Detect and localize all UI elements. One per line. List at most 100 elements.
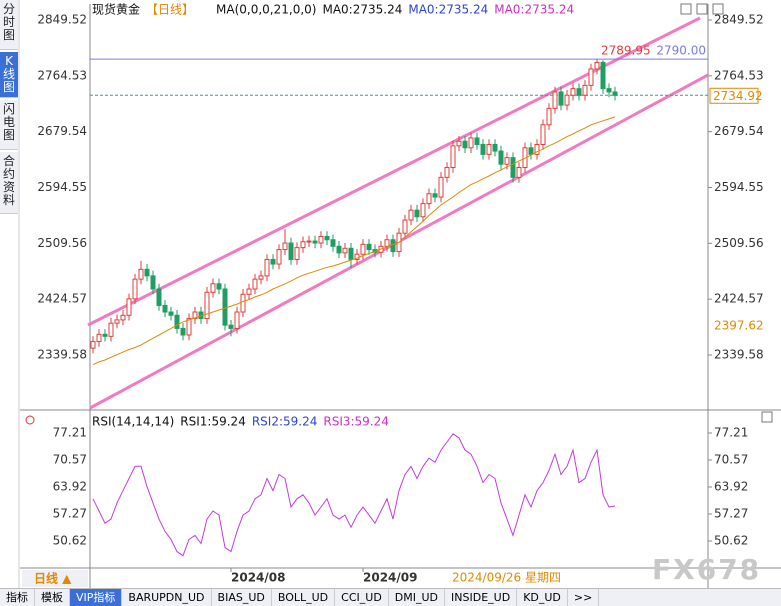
y-tick-label-left: 2764.53	[37, 68, 87, 82]
legend-item: MA0:2735.24	[494, 3, 574, 17]
legend-item: MA0:2735.24	[322, 3, 402, 17]
candle-body	[126, 298, 132, 316]
window-icons	[680, 3, 773, 423]
candle-body	[324, 235, 330, 241]
candle-body	[342, 247, 348, 254]
y-tick-label-right: 2679.54	[714, 124, 764, 138]
candle-body	[144, 268, 150, 277]
candle-body	[588, 68, 594, 86]
legend-item: RSI(14,14,14)	[92, 415, 174, 429]
candle-body	[234, 311, 240, 329]
candle-body	[96, 333, 102, 343]
candle-body	[450, 145, 456, 168]
candle-body	[432, 193, 438, 198]
ma-line	[92, 116, 616, 366]
candle-body	[216, 283, 222, 290]
period-button-bg	[22, 570, 88, 587]
x-tick-label: 2024/08	[231, 571, 285, 585]
candle-body	[294, 247, 300, 260]
y-tick-label-right: 63.92	[714, 479, 748, 493]
candle-body	[546, 107, 552, 126]
indicator-tab[interactable]: INSIDE_UD	[445, 589, 518, 606]
candle-body	[162, 304, 168, 313]
y-tick-label-right: 2594.55	[714, 180, 764, 194]
period-button[interactable]: 日线 ▲	[34, 571, 72, 586]
candle-body	[594, 61, 600, 70]
indicator-tab[interactable]: DMI_UD	[389, 589, 446, 606]
candle-body	[186, 318, 192, 336]
y-tick-label-left: 50.62	[53, 533, 87, 547]
candle-body	[174, 314, 180, 329]
tab-contract[interactable]: 合约资料	[0, 152, 18, 214]
y-tick-label-left: 2594.55	[37, 180, 87, 194]
candle-body	[114, 319, 120, 324]
legend-item: MA0:2735.24	[408, 3, 488, 17]
candle-body	[318, 235, 324, 244]
rsi-line	[92, 433, 616, 557]
tab-kline[interactable]: K线图	[0, 52, 18, 98]
y-tick-label-right: 2339.58	[714, 347, 764, 361]
candle-body	[444, 166, 450, 178]
legend-item: 现货黄金	[92, 2, 140, 17]
candle-body	[540, 124, 546, 145]
indicator-tab[interactable]: BOLL_UD	[272, 589, 336, 606]
candle-body	[228, 324, 234, 329]
candle-body	[492, 143, 498, 152]
candle-body	[282, 242, 288, 251]
candle-body	[180, 327, 186, 336]
y-tick-label-left: 2679.54	[37, 124, 87, 138]
candle-body	[330, 239, 336, 247]
candle-body	[222, 288, 228, 326]
candle-body	[462, 140, 468, 149]
candle-body	[348, 247, 354, 260]
tab-flash[interactable]: 闪电图	[0, 100, 18, 150]
candle-body	[570, 88, 576, 96]
indicator-tabs: 指标 模板 VIP指标 BARUPDN_UD BIAS_UD BOLL_UD CCI_UD D…	[0, 588, 781, 606]
candle-body	[300, 241, 306, 249]
y-tick-label-right: 2424.57	[714, 292, 764, 306]
high-label: 2789.95	[601, 44, 651, 58]
candle-body	[498, 150, 504, 165]
candle-body	[132, 278, 138, 300]
candle-body	[264, 258, 270, 277]
candle-body	[480, 143, 486, 155]
y-tick-label-left: 2339.58	[37, 347, 87, 361]
candle-body	[90, 341, 96, 349]
rsi-icon	[25, 415, 35, 425]
indicator-tab[interactable]: CCI_UD	[335, 589, 389, 606]
candle-body	[426, 193, 432, 205]
candle-body	[552, 91, 558, 109]
indicator-tab[interactable]: BARUPDN_UD	[122, 589, 212, 606]
candle-body	[360, 243, 366, 255]
legend-item: RSI3:59.24	[323, 415, 389, 429]
cursor-date: 2024/09/26 星期四	[452, 571, 561, 585]
last-price-label: 2734.92	[713, 89, 763, 103]
candle-body	[612, 91, 618, 96]
candle-body	[336, 245, 342, 254]
candle-body	[606, 88, 612, 93]
candle-body	[204, 291, 210, 320]
y-tick-label-right: 50.62	[714, 533, 748, 547]
indicator-tab[interactable]: KD_UD	[517, 589, 568, 606]
y-tick-label-left: 70.57	[53, 452, 87, 466]
candle-body	[468, 137, 474, 149]
candle-body	[582, 84, 588, 96]
candle-body	[138, 268, 144, 280]
indicator-tab[interactable]: 指标	[0, 589, 35, 606]
candle-body	[102, 333, 108, 337]
indicator-tab[interactable]: VIP指标	[70, 589, 123, 606]
tab-timeshare[interactable]: 分时图	[0, 0, 18, 50]
candle-body	[270, 258, 276, 265]
price-line-label: 2790.00	[656, 44, 706, 58]
last-price-box	[709, 87, 759, 104]
candle-body	[510, 157, 516, 178]
indicator-tab[interactable]: BIAS_UD	[212, 589, 272, 606]
indicator-tab[interactable]: 模板	[35, 589, 70, 606]
candle-body	[564, 94, 570, 106]
candle-body	[438, 176, 444, 198]
candle-body	[276, 249, 282, 265]
candle-body	[384, 239, 390, 247]
candle-body	[558, 91, 564, 106]
low-label: 2397.62	[714, 318, 764, 332]
indicator-tab[interactable]: >>	[568, 589, 600, 606]
